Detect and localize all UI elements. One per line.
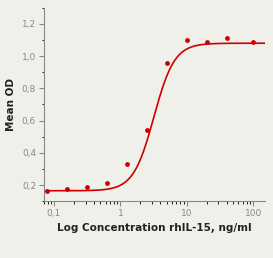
Y-axis label: Mean OD: Mean OD (6, 78, 16, 131)
Point (124, 162, 129, 166)
X-axis label: Log Concentration rhIL-15, ng/ml: Log Concentration rhIL-15, ng/ml (57, 223, 251, 233)
Point (185, 38, 189, 42)
Point (165, 61, 169, 66)
Point (105, 181, 109, 185)
Point (224, 36, 229, 41)
Point (44, 189, 49, 193)
Point (85, 185, 89, 189)
Point (145, 128, 149, 132)
Point (204, 39, 209, 44)
Point (251, 39, 255, 44)
Point (65, 187, 69, 191)
